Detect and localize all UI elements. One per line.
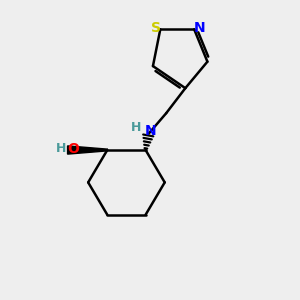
Text: H: H xyxy=(56,142,66,155)
Text: O: O xyxy=(67,142,79,155)
Text: H: H xyxy=(131,121,141,134)
Text: S: S xyxy=(151,21,161,35)
Polygon shape xyxy=(68,146,107,154)
Text: N: N xyxy=(194,21,205,35)
Text: N: N xyxy=(145,124,157,138)
